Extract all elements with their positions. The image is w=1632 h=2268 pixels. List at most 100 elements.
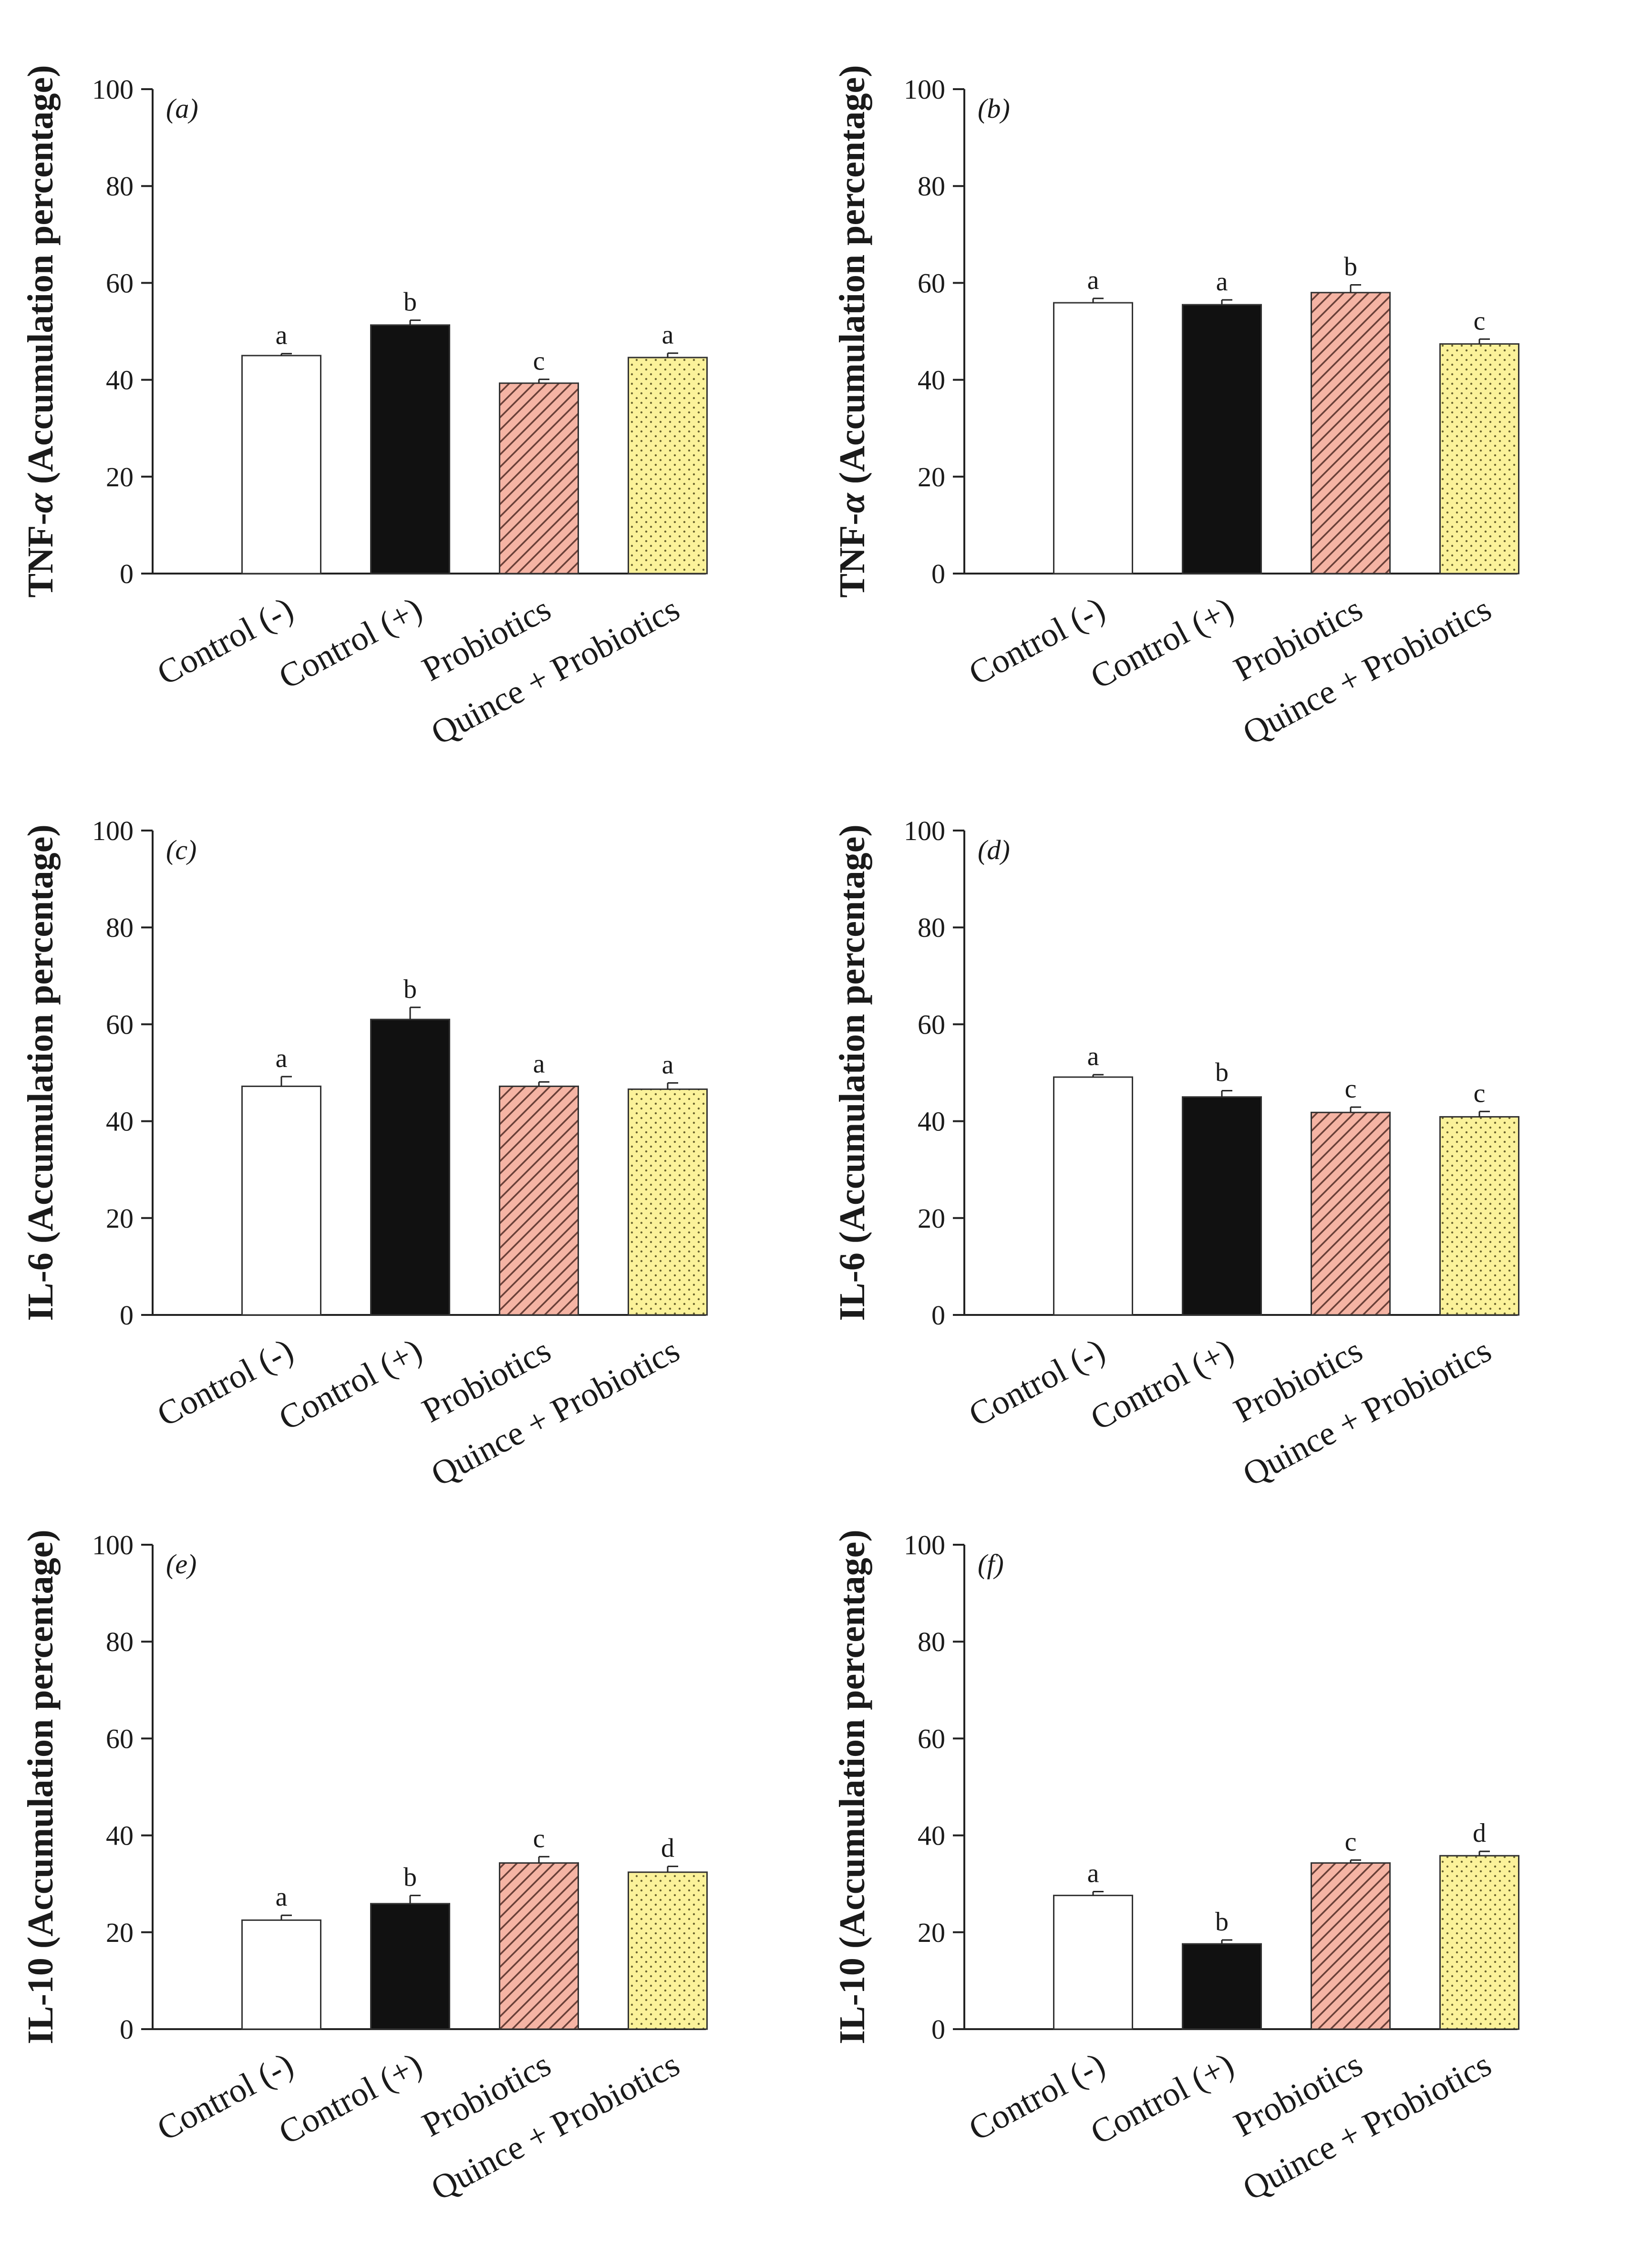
bar <box>370 1018 450 1316</box>
y-tick-label: 40 <box>106 1106 134 1137</box>
category-label: Control (+) <box>1085 589 1240 696</box>
significance-letter: b <box>1344 252 1357 281</box>
y-tick-label: 100 <box>92 1529 134 1560</box>
chart-panel-6: 0 20 40 60 80 100 IL-10 (Accumulation percenta… <box>832 1529 1519 2208</box>
chart-panel-2: 0 20 40 60 80 100 TNF-α (Accumulation percenta… <box>832 65 1519 752</box>
y-axis-label-rest: (Accumulation percentage) <box>832 65 872 493</box>
y-tick-label: 0 <box>931 558 945 589</box>
category-label: Control (-) <box>151 2045 299 2148</box>
y-tick-label: 20 <box>918 1917 945 1948</box>
significance-letter: c <box>533 347 545 376</box>
category-label: Control (-) <box>151 1331 299 1434</box>
y-tick-label: 40 <box>106 1820 134 1851</box>
bar <box>1311 292 1391 575</box>
y-tick-label: 20 <box>106 462 134 493</box>
panel-label: (b) <box>978 93 1010 124</box>
bar <box>241 355 321 575</box>
y-tick-label: 60 <box>106 1723 134 1754</box>
significance-letter: a <box>1216 267 1228 297</box>
bar <box>370 324 450 575</box>
significance-letter: a <box>1087 1858 1099 1888</box>
bar <box>499 1085 579 1316</box>
y-tick-label: 80 <box>918 912 945 943</box>
y-axis-label: TNF-α (Accumulation percentage) <box>832 65 872 597</box>
y-tick-label: 20 <box>106 1917 134 1948</box>
bar <box>241 1919 321 2030</box>
category-label: Control (-) <box>962 2045 1111 2148</box>
y-axis-label-main: IL-10 <box>832 1958 872 2044</box>
bar <box>1439 1855 1519 2030</box>
y-tick-label: 0 <box>120 2014 134 2045</box>
significance-letter: a <box>276 321 288 350</box>
y-axis-label: IL-6 (Accumulation percentage) <box>21 824 61 1321</box>
bar <box>1053 1895 1133 2030</box>
y-axis-label-main: IL-10 <box>21 1958 61 2044</box>
category-label: Control (+) <box>1085 2045 1240 2152</box>
y-tick-label: 60 <box>918 1009 945 1040</box>
bar <box>628 1088 708 1316</box>
y-tick-label: 80 <box>106 912 134 943</box>
y-tick-label: 0 <box>120 1300 134 1331</box>
category-label: Control (+) <box>273 1331 428 1437</box>
significance-letter: c <box>1345 1827 1357 1857</box>
y-axis-label-rest: (Accumulation percentage) <box>832 1529 872 1958</box>
y-axis-label-rest: (Accumulation percentage) <box>21 65 61 493</box>
category-label: Control (-) <box>962 589 1111 692</box>
y-axis-label-italic: α <box>832 492 872 513</box>
y-axis-label-rest: (Accumulation percentage) <box>832 824 872 1252</box>
chart-panel-5: 0 20 40 60 80 100 IL-10 (Accumulation percenta… <box>21 1529 708 2208</box>
y-axis-label-main: TNF- <box>832 513 872 597</box>
category-label: Control (+) <box>273 589 428 696</box>
bar <box>499 382 579 575</box>
y-tick-label: 80 <box>106 171 134 202</box>
bar <box>1182 304 1262 575</box>
category-label: Control (+) <box>273 2045 428 2152</box>
y-axis-label-main: IL-6 <box>832 1252 872 1321</box>
category-label: Control (-) <box>962 1331 1111 1434</box>
significance-letter: a <box>1087 1042 1099 1071</box>
y-axis-label: IL-10 (Accumulation percentage) <box>832 1529 872 2044</box>
y-tick-label: 60 <box>918 267 945 298</box>
chart-panel-3: 0 20 40 60 80 100 IL-6 (Accumulation percentag… <box>21 815 708 1494</box>
y-axis-label-rest: (Accumulation percentage) <box>21 1529 61 1958</box>
significance-letter: a <box>1087 266 1099 295</box>
y-tick-label: 40 <box>918 1820 945 1851</box>
significance-letter: d <box>661 1834 674 1863</box>
significance-letter: b <box>403 287 417 317</box>
significance-letter: a <box>662 1050 674 1079</box>
y-tick-label: 40 <box>918 365 945 396</box>
bar <box>499 1862 579 2030</box>
category-label: Control (+) <box>1085 1331 1240 1437</box>
y-tick-label: 0 <box>120 558 134 589</box>
bar <box>370 1903 450 2030</box>
category-label: Control (-) <box>151 589 299 692</box>
significance-letter: b <box>1215 1907 1229 1937</box>
y-tick-label: 60 <box>106 1009 134 1040</box>
significance-letter: b <box>1215 1058 1229 1088</box>
y-tick-label: 60 <box>918 1723 945 1754</box>
y-tick-label: 20 <box>918 1203 945 1234</box>
significance-letter: b <box>403 1863 417 1892</box>
y-tick-label: 100 <box>92 815 134 846</box>
significance-letter: c <box>1474 306 1486 336</box>
bar <box>1439 343 1519 575</box>
y-tick-label: 100 <box>92 74 134 105</box>
bar <box>1439 1116 1519 1316</box>
significance-letter: c <box>1345 1074 1357 1104</box>
y-tick-label: 40 <box>106 365 134 396</box>
y-tick-label: 80 <box>918 171 945 202</box>
significance-letter: a <box>533 1049 545 1078</box>
bar <box>1053 1076 1133 1316</box>
y-tick-label: 100 <box>904 1529 945 1560</box>
significance-letter: a <box>276 1882 288 1912</box>
panel-label: (a) <box>166 93 198 124</box>
y-tick-label: 0 <box>931 2014 945 2045</box>
y-axis-label: TNF-α (Accumulation percentage) <box>21 65 61 597</box>
y-tick-label: 80 <box>106 1626 134 1657</box>
panel-label: (f) <box>978 1549 1004 1580</box>
significance-letter: d <box>1473 1818 1486 1848</box>
bar <box>1311 1111 1391 1316</box>
bar <box>241 1085 321 1316</box>
y-axis-label-italic: α <box>21 492 61 513</box>
significance-letter: a <box>662 320 674 350</box>
